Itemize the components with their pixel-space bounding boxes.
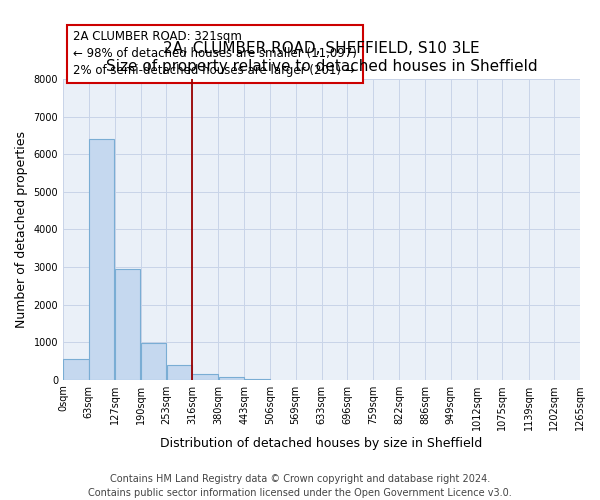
- Bar: [193, 374, 218, 380]
- Bar: [141, 343, 166, 380]
- Bar: [218, 376, 244, 380]
- Bar: [115, 269, 140, 380]
- Text: 2A CLUMBER ROAD: 321sqm
← 98% of detached houses are smaller (11,097)
2% of semi: 2A CLUMBER ROAD: 321sqm ← 98% of detache…: [73, 30, 357, 78]
- Y-axis label: Number of detached properties: Number of detached properties: [15, 131, 28, 328]
- Title: 2A, CLUMBER ROAD, SHEFFIELD, S10 3LE
Size of property relative to detached house: 2A, CLUMBER ROAD, SHEFFIELD, S10 3LE Siz…: [106, 41, 538, 74]
- X-axis label: Distribution of detached houses by size in Sheffield: Distribution of detached houses by size …: [160, 437, 482, 450]
- Bar: [89, 139, 115, 380]
- Text: Contains HM Land Registry data © Crown copyright and database right 2024.
Contai: Contains HM Land Registry data © Crown c…: [88, 474, 512, 498]
- Bar: [244, 378, 269, 380]
- Bar: [167, 366, 192, 380]
- Bar: [63, 359, 89, 380]
